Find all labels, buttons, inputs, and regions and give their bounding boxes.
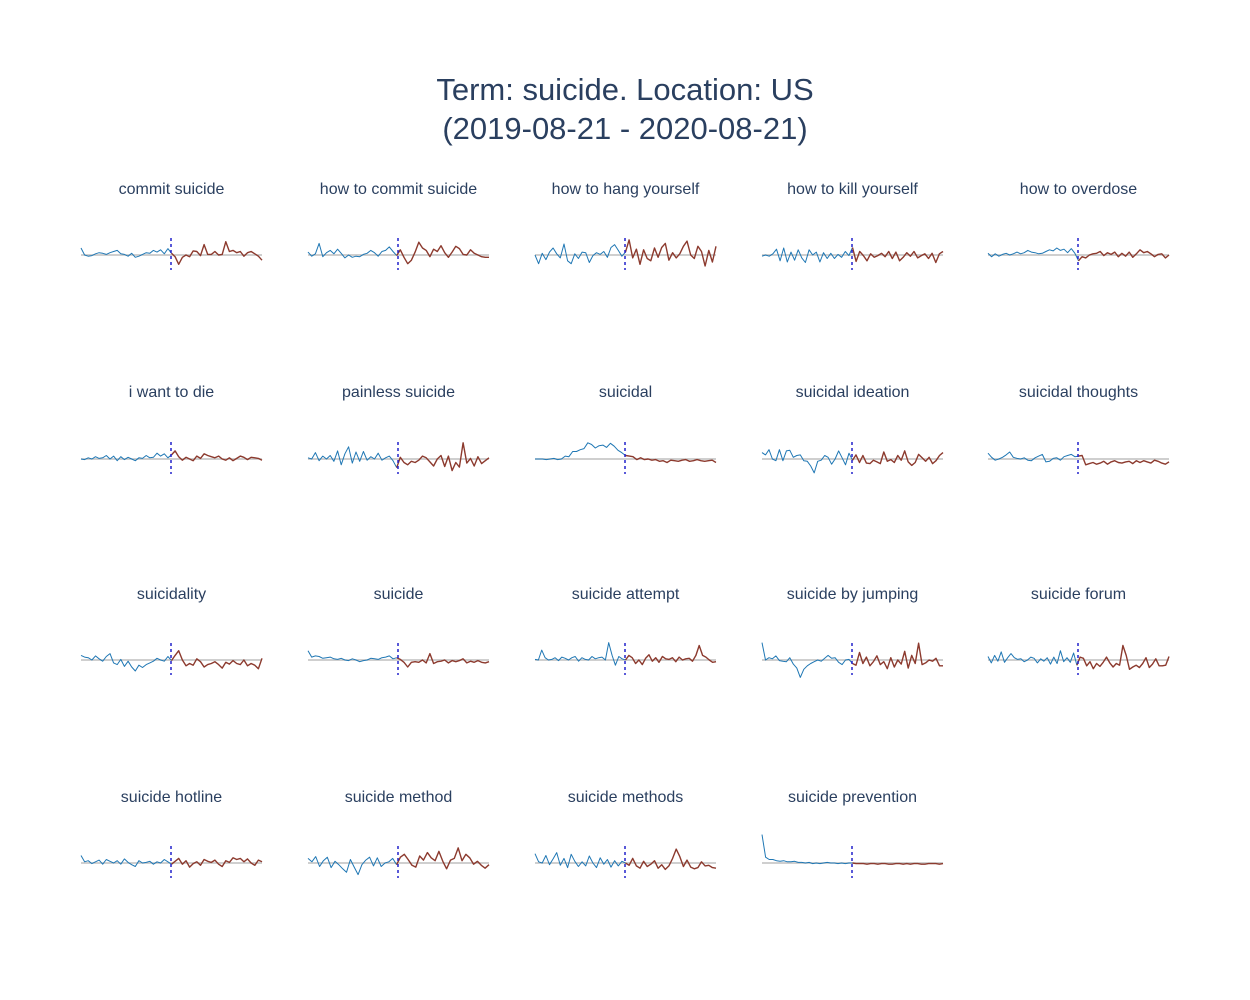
subplot-how-to-hang-yourself: how to hang yourself — [534, 181, 717, 270]
series-line-before — [987, 451, 1079, 463]
subplot-title: i want to die — [129, 384, 214, 401]
subplot-title: suicide — [374, 586, 424, 603]
series-line-before — [80, 855, 172, 867]
subplot-title: suicidal ideation — [796, 384, 910, 401]
subplot-suicide-methods: suicide methods — [534, 789, 717, 878]
series-line-after — [171, 857, 263, 868]
subplot-suicide: suicide — [307, 586, 490, 675]
subplot-painless-suicide: painless suicide — [307, 384, 490, 474]
series-line-after — [624, 644, 717, 666]
series-line-after — [396, 652, 490, 668]
subplot-commit-suicide: commit suicide — [80, 181, 263, 270]
series-line-after — [170, 650, 263, 670]
series-line-after — [852, 862, 944, 865]
subplot-title: suicidality — [137, 586, 206, 603]
series-line-before — [987, 650, 1078, 666]
series-line-after — [625, 454, 717, 464]
subplot-i-want-to-die: i want to die — [80, 384, 263, 474]
series-line-before — [307, 242, 398, 259]
series-line-after — [396, 241, 489, 265]
series-line-after — [624, 239, 717, 267]
subplot-how-to-kill-yourself: how to kill yourself — [761, 181, 944, 270]
series-line-before — [307, 446, 398, 468]
subplot-title: suicide hotline — [121, 789, 223, 806]
subplot-title: how to overdose — [1020, 181, 1138, 198]
chart-title: Term: suicide. Location: US (2019-08-21 … — [0, 70, 1250, 148]
series-line-before — [534, 642, 626, 666]
subplot-title: suicide attempt — [572, 586, 680, 603]
subplot-suicidal: suicidal — [535, 384, 717, 474]
chart-title-line-2: (2019-08-21 - 2020-08-21) — [442, 111, 808, 146]
series-line-before — [761, 449, 853, 474]
series-line-before — [80, 247, 172, 258]
subplot-title: suicide forum — [1031, 586, 1126, 603]
series-line-before — [80, 653, 172, 672]
subplot-how-to-overdose: how to overdose — [987, 181, 1170, 270]
subplot-suicidal-ideation: suicidal ideation — [761, 384, 944, 474]
subplot-suicidal-thoughts: suicidal thoughts — [987, 384, 1170, 474]
series-line-after — [625, 848, 717, 871]
series-line-after — [1077, 249, 1170, 262]
series-line-before — [761, 247, 853, 263]
series-line-before — [761, 834, 853, 865]
subplot-title: suicidal thoughts — [1019, 384, 1138, 401]
series-line-after — [852, 642, 943, 670]
series-line-before — [535, 442, 626, 461]
subplot-title: suicide by jumping — [787, 586, 919, 603]
subplot-suicide-forum: suicide forum — [987, 586, 1170, 675]
series-line-before — [307, 650, 397, 663]
series-line-after — [395, 847, 490, 870]
series-line-after — [851, 450, 944, 467]
series-line-after — [170, 450, 263, 462]
subplot-suicidality: suicidality — [80, 586, 263, 675]
series-line-before — [307, 856, 398, 876]
series-line-after — [396, 442, 490, 472]
series-line-before — [534, 243, 626, 265]
subplot-suicide-attempt: suicide attempt — [534, 586, 717, 675]
subplot-title: how to commit suicide — [320, 181, 477, 198]
subplot-title: suicide prevention — [788, 789, 917, 806]
subplot-suicide-by-jumping: suicide by jumping — [761, 586, 943, 678]
subplot-suicide-hotline: suicide hotline — [80, 789, 263, 878]
series-line-before — [761, 642, 853, 678]
series-line-before — [987, 247, 1079, 262]
series-line-after — [1078, 454, 1170, 466]
subplot-title: commit suicide — [119, 181, 225, 198]
subplot-title: suicidal — [599, 384, 652, 401]
subplot-suicide-prevention: suicide prevention — [761, 789, 944, 878]
subplot-how-to-commit-suicide: how to commit suicide — [307, 181, 489, 270]
subplot-suicide-method: suicide method — [307, 789, 490, 878]
subplot-title: suicide methods — [568, 789, 684, 806]
subplot-title: how to kill yourself — [787, 181, 918, 198]
series-line-after — [171, 240, 263, 265]
chart-title-line-1: Term: suicide. Location: US — [436, 72, 814, 107]
series-line-after — [851, 247, 944, 264]
subplot-title: painless suicide — [342, 384, 455, 401]
series-line-after — [1076, 644, 1170, 670]
series-line-before — [80, 452, 172, 462]
series-line-before — [534, 852, 626, 869]
subplot-title: suicide method — [345, 789, 453, 806]
subplot-title: how to hang yourself — [552, 181, 700, 198]
